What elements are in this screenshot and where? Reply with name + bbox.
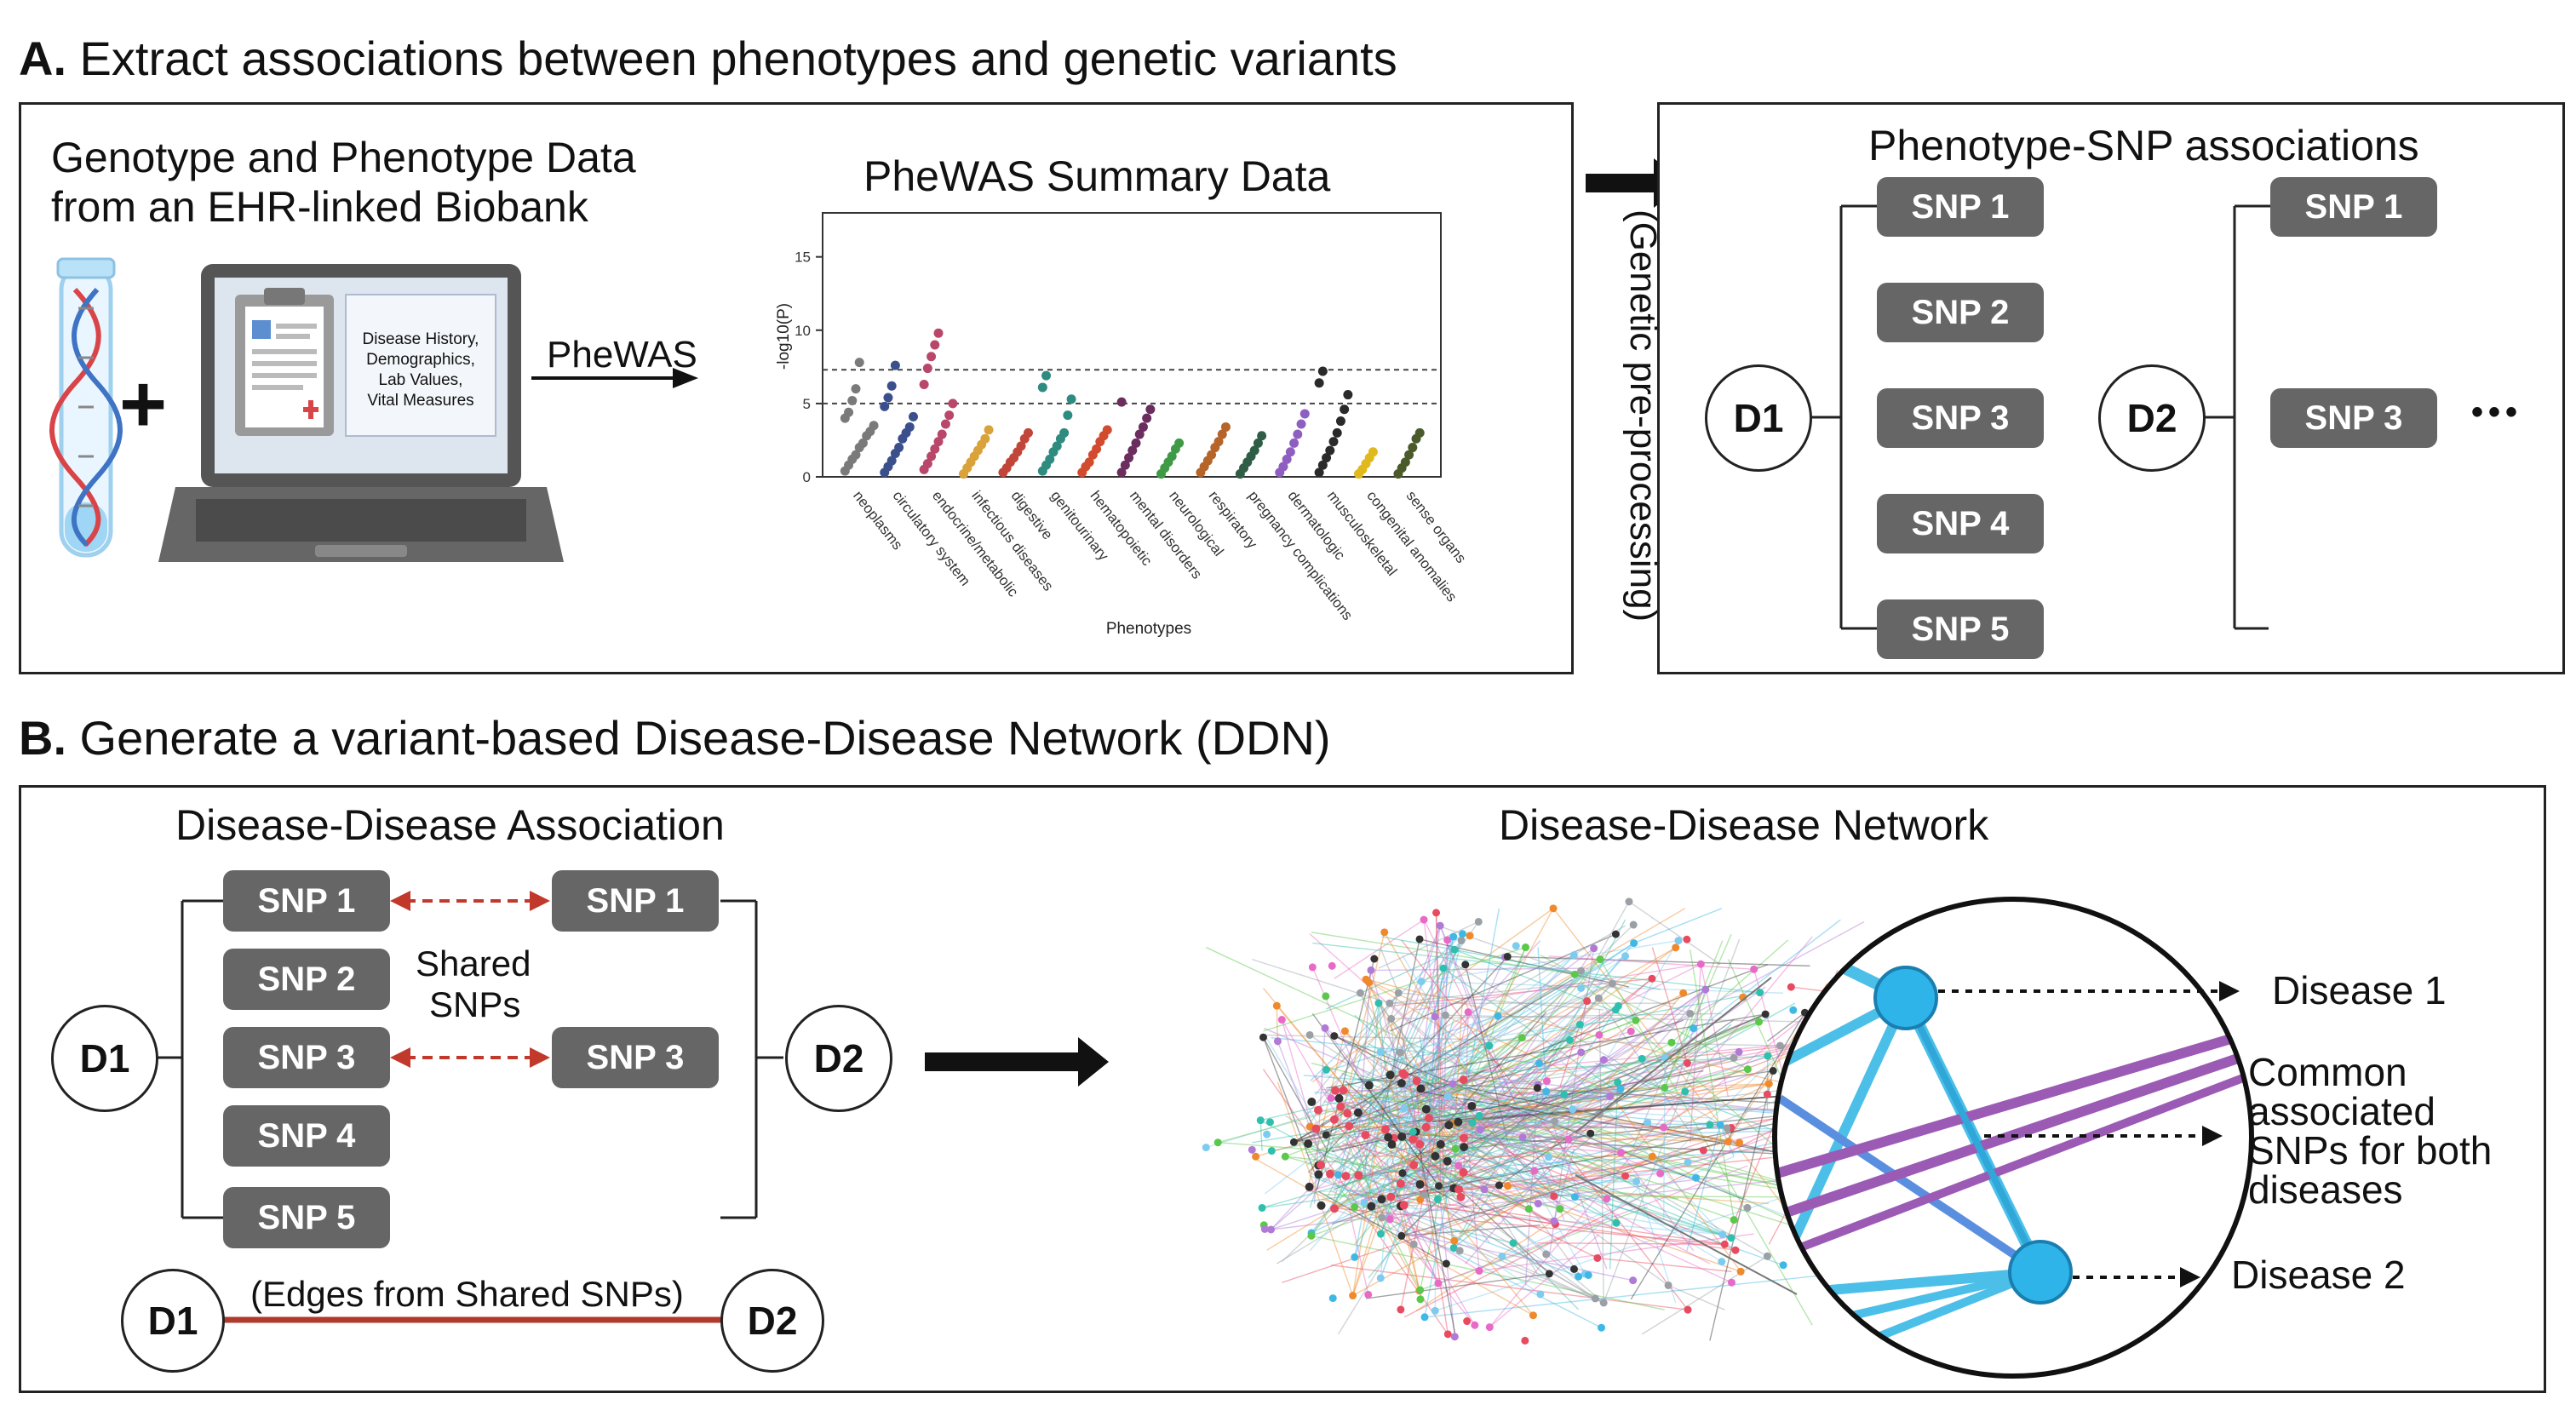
a-d1-node: D1	[1705, 364, 1812, 472]
a-d1-snp: SNP 5	[1877, 599, 2044, 659]
section-b-title: Generate a variant-based Disease-Disease…	[66, 711, 1331, 765]
transition-label: (Genetic pre-processing)	[1622, 209, 1664, 622]
section-a-title: Extract associations between phenotypes …	[66, 32, 1397, 85]
common-snps-line1: Common	[2248, 1050, 2407, 1094]
record-line-4: Vital Measures	[367, 392, 474, 410]
plus-sign: +	[119, 358, 168, 450]
edge-label: (Edges from Shared SNPs)	[250, 1274, 684, 1314]
common-snps-line2: associated	[2248, 1089, 2435, 1133]
plot-title: PheWAS Summary Data	[863, 152, 1331, 200]
a-d1-snp: SNP 2	[1877, 283, 2044, 342]
b-d1-snp: SNP 5	[223, 1187, 390, 1248]
b-d1-snp: SNP 4	[223, 1105, 390, 1167]
b-d1-snp: SNP 1	[223, 870, 390, 932]
a-d2-snp: SNP 1	[2270, 177, 2437, 237]
phewas-arrow-label: PheWAS	[547, 334, 697, 376]
b-d1-snp: SNP 2	[223, 949, 390, 1010]
shared-snps-line1: Shared	[416, 943, 531, 984]
common-snps-line4: diseases	[2248, 1167, 2403, 1212]
phenotype-snp-title: Phenotype-SNP associations	[1868, 122, 2419, 169]
record-line-1: Disease History,	[362, 330, 479, 348]
edge-d2-node: D2	[720, 1269, 824, 1373]
record-line-3: Lab Values,	[378, 371, 463, 389]
section-a-heading: A. Extract associations between phenotyp…	[19, 31, 1397, 86]
common-snps-line3: SNPs for both	[2248, 1128, 2493, 1173]
b-d1-snp: SNP 3	[223, 1027, 390, 1088]
b-d1-node: D1	[51, 1005, 158, 1112]
b-d2-snp: SNP 1	[552, 870, 719, 932]
a-d1-snp: SNP 4	[1877, 494, 2044, 553]
network-title: Disease-Disease Network	[1499, 801, 1989, 849]
edge-d1-node: D1	[121, 1269, 225, 1373]
disease2-label: Disease 2	[2231, 1253, 2406, 1297]
section-b-heading: B. Generate a variant-based Disease-Dise…	[19, 710, 1331, 766]
a-d1-snp: SNP 1	[1877, 177, 2044, 237]
shared-snps-line2: SNPs	[429, 984, 521, 1024]
data-title-line1: Genotype and Phenotype Data	[51, 134, 636, 181]
a-d1-snp: SNP 3	[1877, 388, 2044, 448]
data-title-line2: from an EHR-linked Biobank	[51, 183, 588, 231]
a-d2-snp: SNP 3	[2270, 388, 2437, 448]
disease1-label: Disease 1	[2272, 968, 2447, 1012]
section-a-letter: A.	[19, 32, 66, 85]
b-d2-node: D2	[785, 1005, 892, 1112]
section-b-letter: B.	[19, 711, 66, 765]
association-title: Disease-Disease Association	[175, 801, 725, 849]
record-line-2: Demographics,	[366, 351, 475, 369]
a-d2-node: D2	[2098, 364, 2206, 472]
ellipsis: •••	[2471, 393, 2523, 431]
b-d2-snp: SNP 3	[552, 1027, 719, 1088]
